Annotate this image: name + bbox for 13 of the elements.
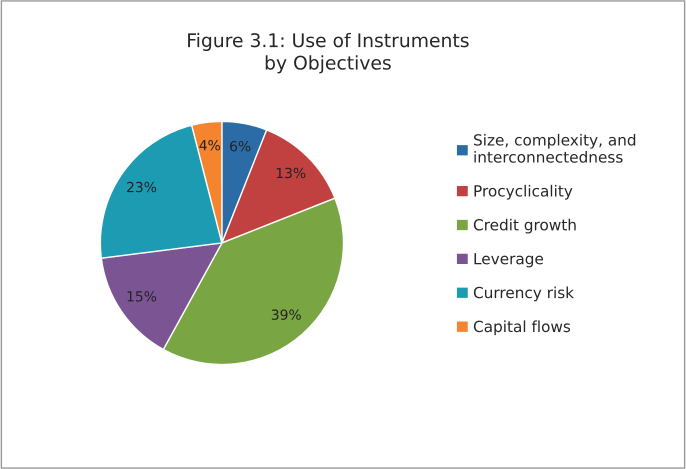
data-label: 6% [230,140,250,152]
data-label: 23% [127,182,156,192]
chart-title: Figure 3.1: Use of Instruments by Objectives [188,32,469,74]
legend-label: Leverage [474,253,544,268]
data-label: 13% [276,168,306,178]
data-label: 15% [128,291,156,302]
legend-label: Capital flows [474,320,570,336]
legend-label: Size, complexity, and interconnectedness [474,134,636,163]
data-label: 4% [199,140,220,150]
legend-label: Currency risk [474,286,574,302]
data-label: 39% [272,309,301,320]
legend-label: Procyclicality [474,184,572,200]
legend-label: Credit growth [474,218,576,234]
